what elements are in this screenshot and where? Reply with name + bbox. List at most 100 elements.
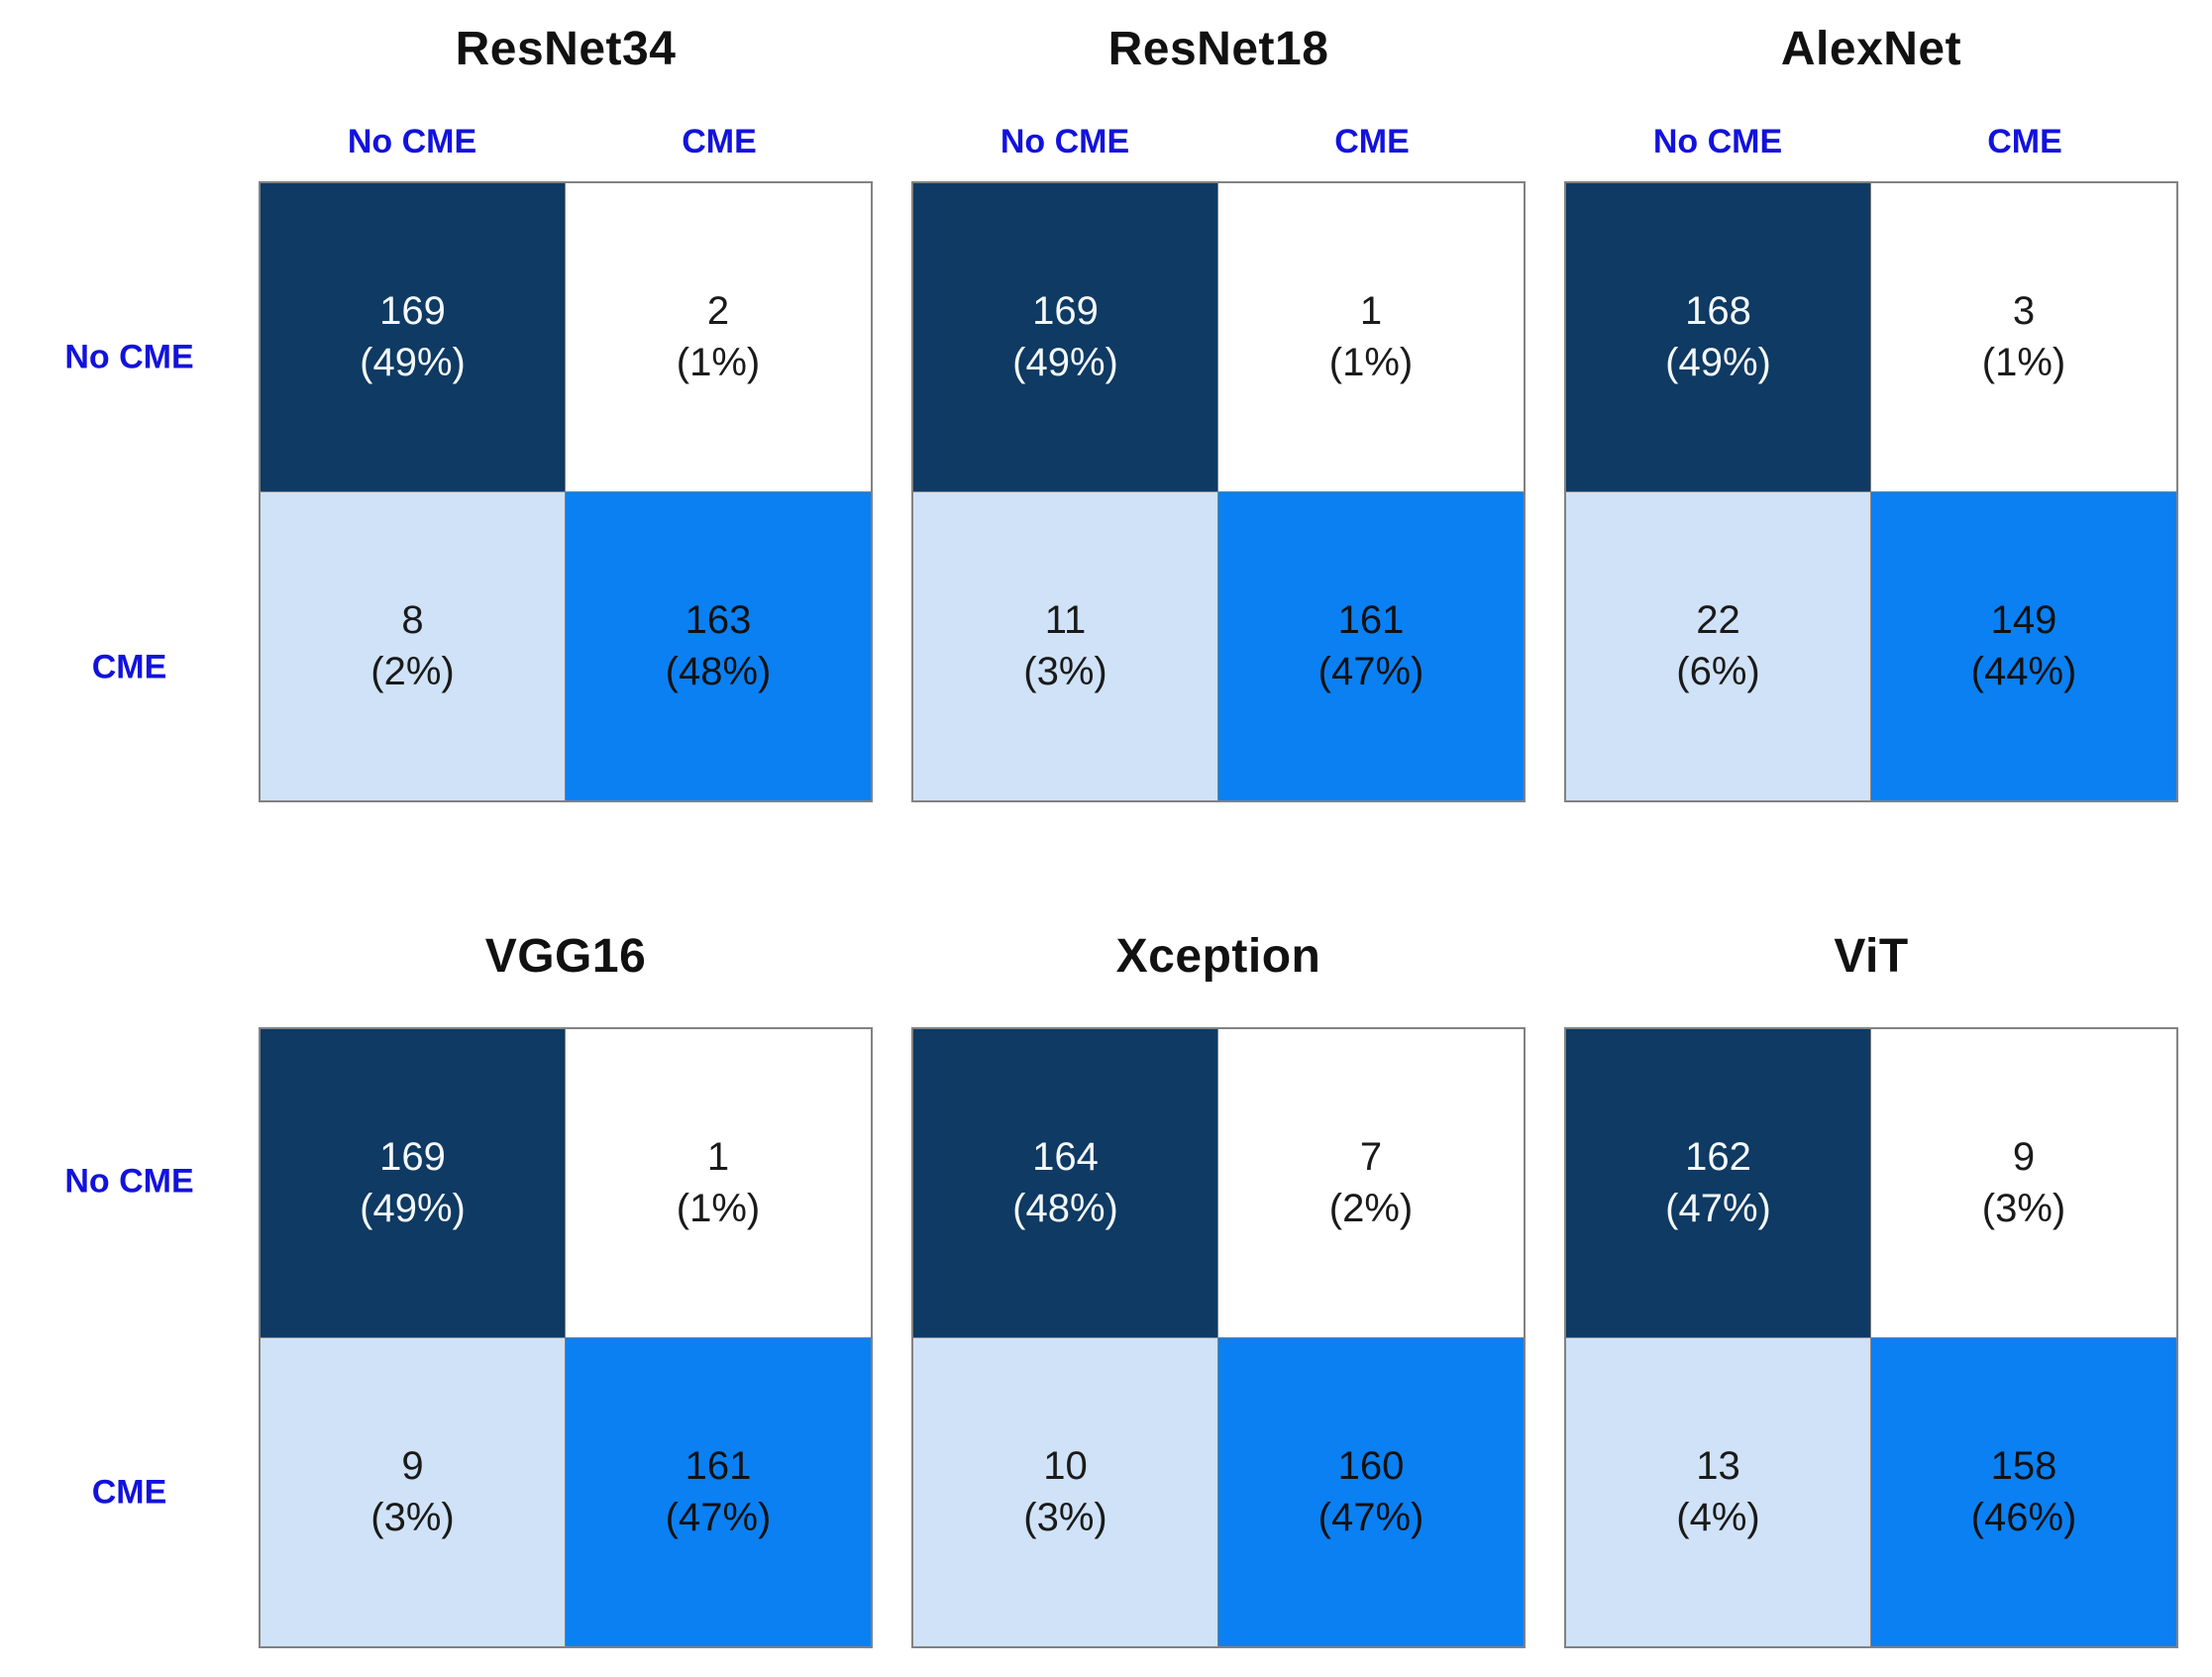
- cell-percent: (3%): [370, 1496, 455, 1540]
- cell-percent: (1%): [1328, 341, 1414, 385]
- cell-percent: (2%): [1328, 1187, 1414, 1231]
- cell-count: 169: [379, 1135, 446, 1180]
- cell-count: 160: [1337, 1444, 1405, 1489]
- column-headers: No CME CME: [259, 95, 873, 181]
- cell-percent: (49%): [1665, 341, 1771, 385]
- column-header-cme: CME: [1334, 123, 1410, 160]
- cell-nocme-cme: 1 (1%): [1218, 183, 1524, 492]
- cell-count: 168: [1685, 289, 1751, 334]
- confusion-matrix-resnet18: ResNet18 No CME CME 169 (49%) 1 (1%) 11 …: [911, 0, 1526, 802]
- cell-percent: (3%): [1981, 1187, 2066, 1231]
- cell-percent: (49%): [360, 341, 466, 385]
- model-title: ViT: [1834, 930, 1909, 983]
- model-title: ResNet34: [455, 23, 677, 75]
- cell-count: 13: [1696, 1444, 1740, 1489]
- cell-count: 162: [1685, 1135, 1751, 1180]
- matrix-grid: 168 (49%) 3 (1%) 22 (6%) 149 (44%): [1564, 181, 2178, 802]
- cell-nocme-cme: 7 (2%): [1218, 1029, 1524, 1338]
- cell-count: 169: [1032, 289, 1099, 334]
- model-title: VGG16: [484, 930, 647, 983]
- cell-count: 8: [401, 598, 424, 643]
- confusion-matrix-vit: ViT 162 (47%) 9 (3%) 13 (4%) 158 (46%): [1564, 872, 2178, 1648]
- cell-cme-nocme: 10 (3%): [913, 1337, 1218, 1646]
- cell-count: 158: [1990, 1444, 2057, 1489]
- cell-count: 149: [1990, 598, 2057, 643]
- cell-nocme-nocme: 164 (48%): [913, 1029, 1218, 1338]
- confusion-matrix-resnet34: ResNet34 No CME CME 169 (49%) 2 (1%) 8 (…: [259, 0, 873, 802]
- cell-percent: (3%): [1023, 650, 1107, 694]
- column-headers: No CME CME: [911, 95, 1526, 181]
- cell-nocme-nocme: 169 (49%): [261, 183, 566, 492]
- model-title: ResNet18: [1107, 23, 1329, 75]
- cell-nocme-nocme: 168 (49%): [1566, 183, 1871, 492]
- cell-cme-cme: 163 (48%): [566, 491, 871, 800]
- cell-count: 161: [685, 1444, 752, 1489]
- cell-count: 22: [1696, 598, 1740, 643]
- row-label-cme: CME: [91, 648, 167, 686]
- cell-percent: (47%): [1317, 650, 1424, 694]
- cell-percent: (1%): [1981, 341, 2066, 385]
- cell-cme-nocme: 22 (6%): [1566, 491, 1871, 800]
- matrix-grid: 169 (49%) 1 (1%) 11 (3%) 161 (47%): [911, 181, 1526, 802]
- cell-cme-nocme: 11 (3%): [913, 491, 1218, 800]
- column-header-cme: CME: [1987, 123, 2062, 160]
- cell-cme-nocme: 13 (4%): [1566, 1337, 1871, 1646]
- column-header-no-cme: No CME: [1000, 123, 1130, 160]
- matrix-grid: 169 (49%) 2 (1%) 8 (2%) 163 (48%): [259, 181, 873, 802]
- figure-row-bottom: No CME CME VGG16 169 (49%) 1 (1%) 9 (3%)…: [0, 872, 2212, 1648]
- cell-cme-cme: 149 (44%): [1871, 491, 2176, 800]
- cell-percent: (47%): [1665, 1187, 1771, 1231]
- cell-count: 9: [2012, 1135, 2036, 1180]
- cell-percent: (3%): [1023, 1496, 1107, 1540]
- cell-count: 11: [1044, 598, 1087, 643]
- cell-count: 163: [685, 598, 752, 643]
- cell-percent: (46%): [1970, 1496, 2077, 1540]
- cell-nocme-nocme: 169 (49%): [913, 183, 1218, 492]
- cell-count: 9: [401, 1444, 424, 1489]
- cell-count: 1: [1359, 289, 1383, 334]
- cell-count: 169: [379, 289, 446, 334]
- cell-count: 161: [1337, 598, 1405, 643]
- cell-count: 2: [706, 289, 730, 334]
- cell-cme-cme: 161 (47%): [1218, 491, 1524, 800]
- figure-row-top: No CME CME ResNet34 No CME CME 169 (49%)…: [64, 0, 2178, 802]
- row-label-no-cme: No CME: [64, 1162, 194, 1201]
- column-header-no-cme: No CME: [347, 123, 477, 160]
- cell-percent: (1%): [676, 1187, 761, 1231]
- cell-nocme-cme: 9 (3%): [1871, 1029, 2176, 1338]
- cell-cme-cme: 160 (47%): [1218, 1337, 1524, 1646]
- cell-percent: (44%): [1970, 650, 2077, 694]
- cell-count: 1: [706, 1135, 730, 1180]
- cell-cme-cme: 161 (47%): [566, 1337, 871, 1646]
- column-header-no-cme: No CME: [1652, 123, 1783, 160]
- cell-count: 10: [1043, 1444, 1088, 1489]
- confusion-matrix-vgg16: VGG16 169 (49%) 1 (1%) 9 (3%) 161 (47%): [259, 872, 873, 1648]
- column-headers: No CME CME: [1564, 95, 2178, 181]
- cell-cme-nocme: 9 (3%): [261, 1337, 566, 1646]
- cell-percent: (48%): [1012, 1187, 1118, 1231]
- cell-percent: (6%): [1676, 650, 1760, 694]
- matrix-grid: 164 (48%) 7 (2%) 10 (3%) 160 (47%): [911, 1027, 1526, 1648]
- row-label-no-cme: No CME: [64, 338, 194, 376]
- cell-cme-nocme: 8 (2%): [261, 491, 566, 800]
- row-label-cme: CME: [91, 1473, 167, 1512]
- cell-nocme-cme: 1 (1%): [566, 1029, 871, 1338]
- cell-percent: (47%): [665, 1496, 772, 1540]
- cell-count: 164: [1032, 1135, 1099, 1180]
- cell-nocme-nocme: 169 (49%): [261, 1029, 566, 1338]
- cell-nocme-cme: 3 (1%): [1871, 183, 2176, 492]
- cell-cme-cme: 158 (46%): [1871, 1337, 2176, 1646]
- cell-percent: (1%): [676, 341, 761, 385]
- cell-nocme-cme: 2 (1%): [566, 183, 871, 492]
- matrix-grid: 162 (47%) 9 (3%) 13 (4%) 158 (46%): [1564, 1027, 2178, 1648]
- column-header-cme: CME: [682, 123, 757, 160]
- cell-percent: (4%): [1676, 1496, 1760, 1540]
- cell-percent: (49%): [360, 1187, 466, 1231]
- cell-percent: (2%): [370, 650, 455, 694]
- cell-percent: (47%): [1317, 1496, 1424, 1540]
- cell-nocme-nocme: 162 (47%): [1566, 1029, 1871, 1338]
- cell-percent: (49%): [1012, 341, 1118, 385]
- model-title: AlexNet: [1780, 23, 1962, 75]
- confusion-matrix-alexnet: AlexNet No CME CME 168 (49%) 3 (1%) 22 (…: [1564, 0, 2178, 802]
- cell-count: 3: [2012, 289, 2036, 334]
